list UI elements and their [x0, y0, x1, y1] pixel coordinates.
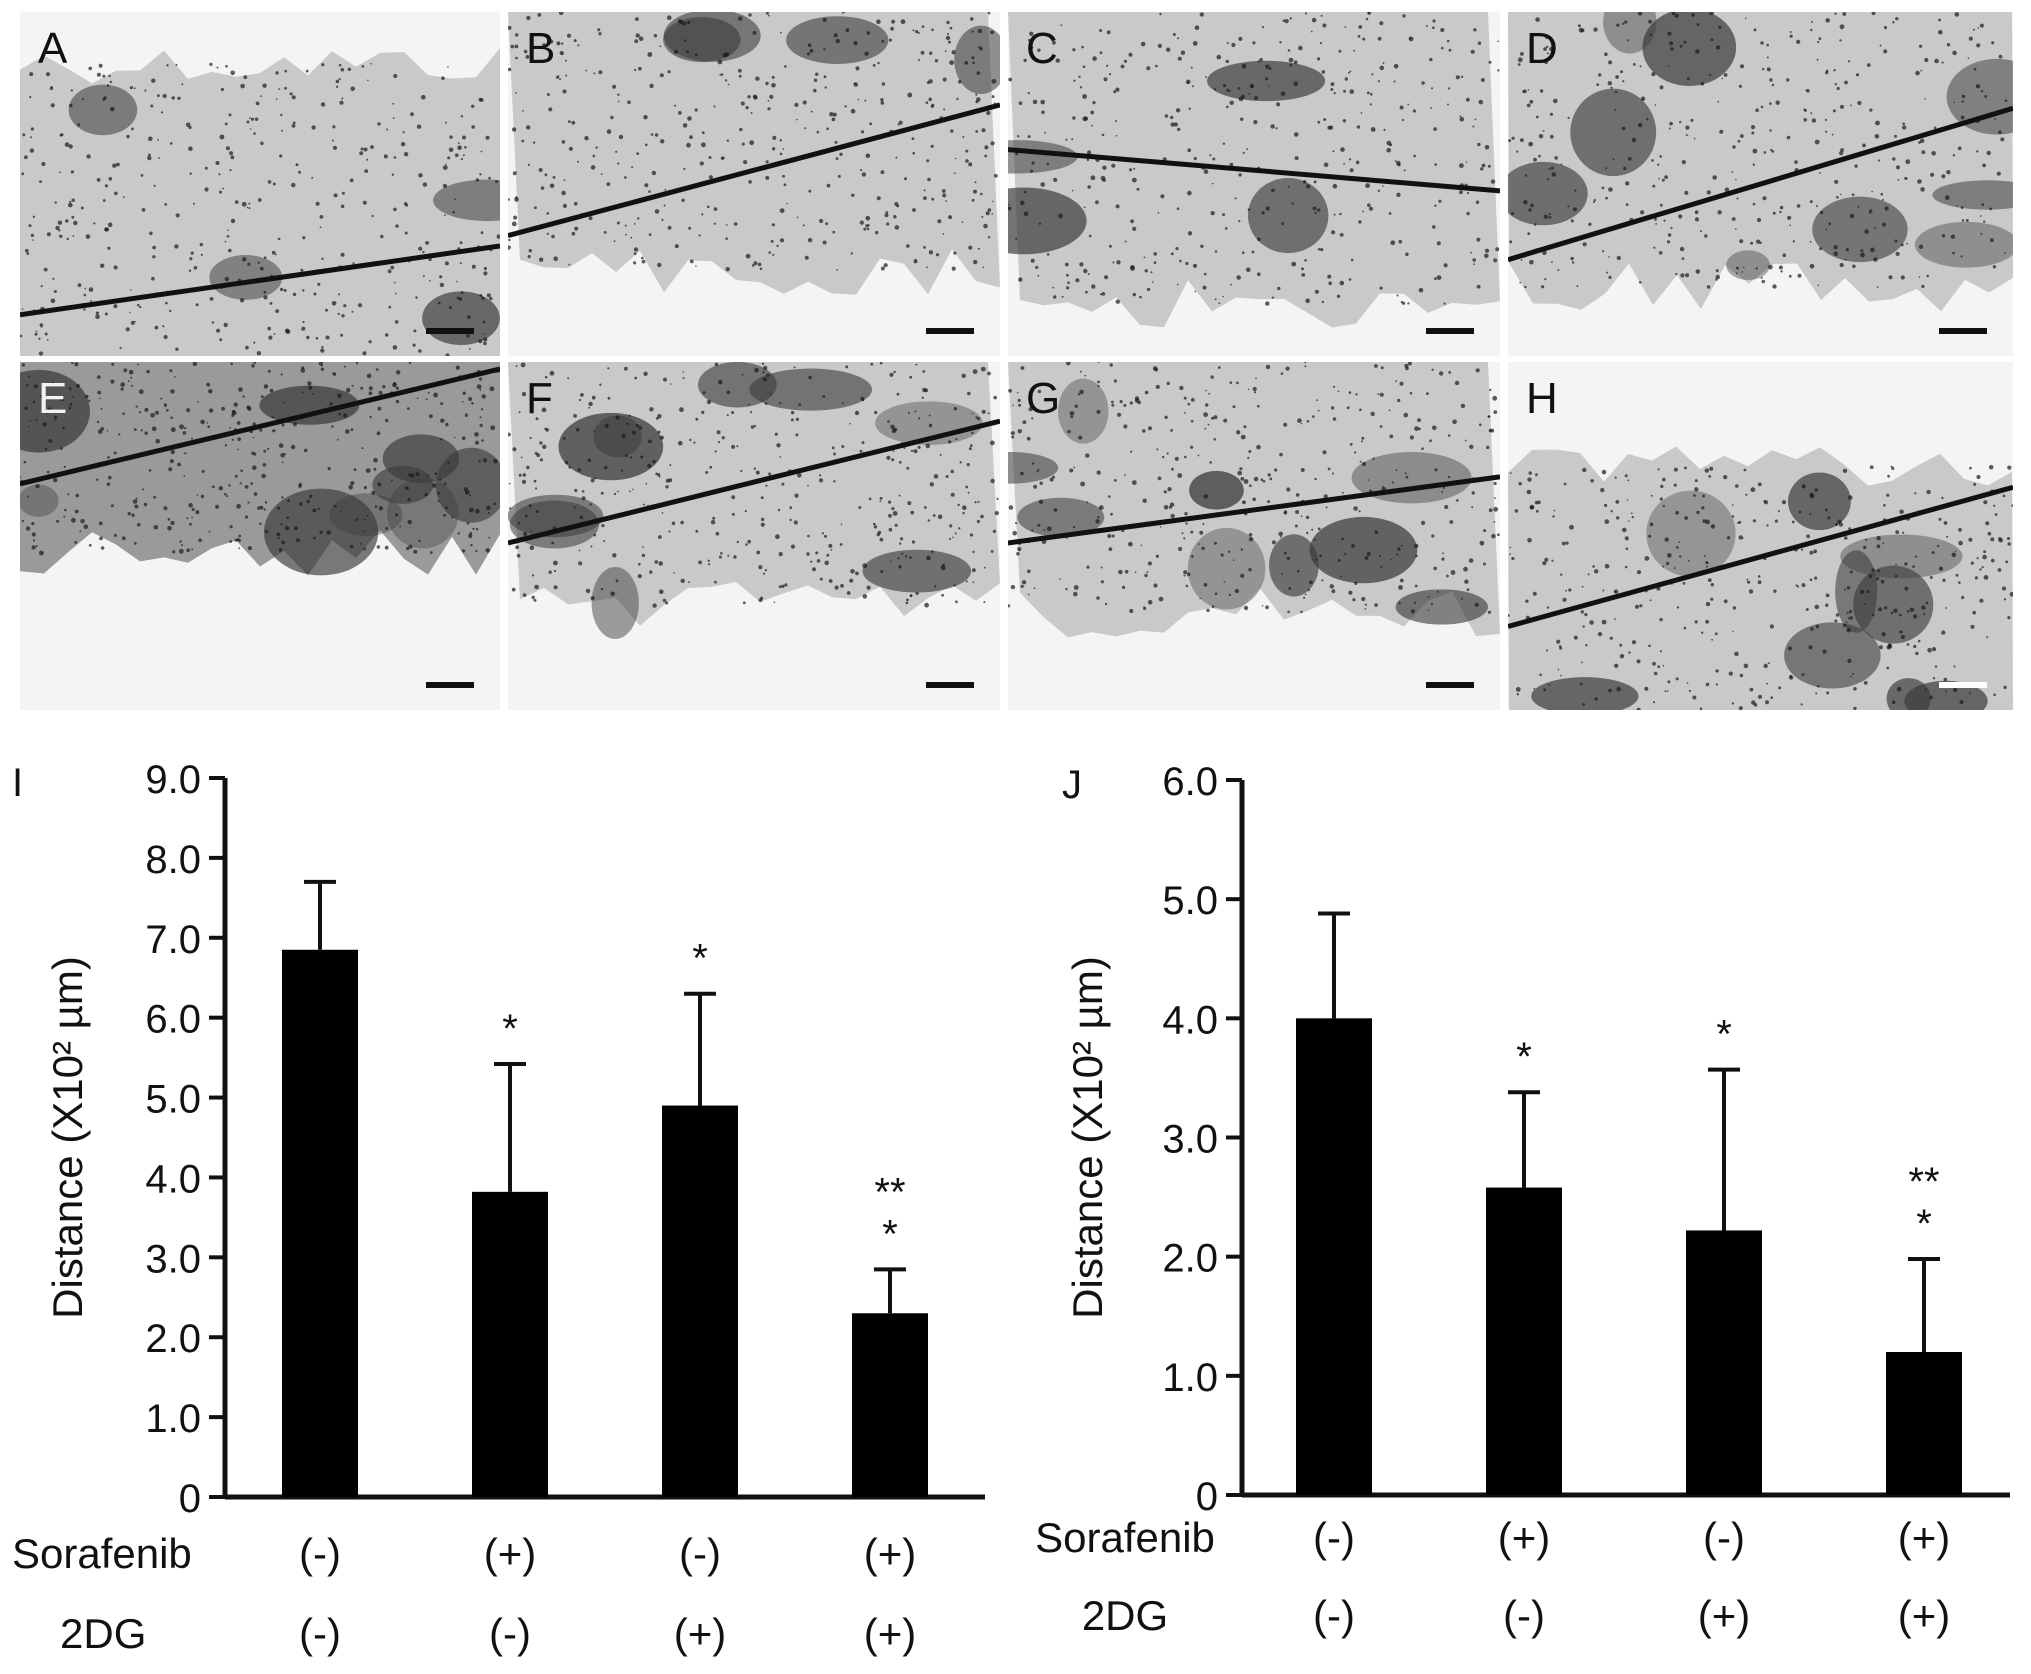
panel-label: C: [1026, 24, 1058, 73]
factor-level: (+): [1898, 1592, 1951, 1639]
micrograph-texture: [1508, 12, 2013, 334]
bar: [472, 1191, 548, 1497]
panel-label: H: [1526, 374, 1558, 423]
y-tick-label: 9.0: [145, 758, 201, 802]
y-tick-label: 2.0: [145, 1317, 201, 1361]
bar: [1686, 1230, 1762, 1495]
significance-marker: *: [1916, 1202, 1932, 1246]
bar: [282, 949, 358, 1497]
micrograph-panel-a: A: [20, 12, 500, 356]
panel-label: E: [38, 374, 68, 423]
bar: [1486, 1187, 1562, 1495]
significance-marker: *: [1516, 1035, 1532, 1079]
factor-level: (-): [489, 1610, 531, 1657]
y-tick-label: 6.0: [145, 998, 201, 1042]
factor-name: 2DG: [1082, 1592, 1168, 1639]
micrograph-panel-e: E: [20, 362, 500, 710]
micrograph-texture: [1508, 446, 2013, 710]
micrograph-panel-f: F: [508, 362, 1000, 710]
factor-level: (+): [1898, 1514, 1951, 1561]
factor-name: 2DG: [60, 1610, 146, 1657]
micrograph-panel-d: D: [1508, 12, 2013, 356]
chart-panel-label: J: [1062, 763, 1082, 807]
factor-name: Sorafenib: [12, 1530, 192, 1577]
y-tick-label: 4.0: [1162, 998, 1218, 1042]
panel-label: D: [1526, 24, 1558, 73]
bar: [1296, 1018, 1372, 1495]
bar: [1886, 1352, 1962, 1495]
chart-i: I 0 1.0 2.0 3.0 4.0 5.0 6.0 7.0 8.0 9.0 Distance (X…: [12, 758, 985, 1657]
factor-level: (-): [299, 1610, 341, 1657]
factor-level: (+): [1498, 1514, 1551, 1561]
y-tick-label: 3.0: [1162, 1118, 1218, 1162]
factor-level: (-): [679, 1530, 721, 1577]
factor-level: (-): [1313, 1514, 1355, 1561]
y-tick-label: 2.0: [1162, 1237, 1218, 1281]
micrograph-texture: [508, 362, 1000, 688]
micrograph-panel-b: B: [508, 12, 1000, 356]
y-tick-label: 5.0: [145, 1078, 201, 1122]
micrograph-texture: [20, 48, 500, 356]
bar: [662, 1105, 738, 1497]
significance-marker: *: [692, 937, 708, 981]
factor-level: (+): [1698, 1592, 1751, 1639]
y-tick-label: 7.0: [145, 918, 201, 962]
micrograph-texture: [1008, 362, 1500, 688]
panel-label: B: [526, 24, 556, 73]
factor-level: (+): [674, 1610, 727, 1657]
micrograph-panel-g: G: [1008, 362, 1500, 710]
bar: [852, 1313, 928, 1497]
y-tick-label: 3.0: [145, 1237, 201, 1281]
micrograph-panel-h: H: [1508, 362, 2013, 710]
micrograph-texture: [1008, 12, 1500, 334]
micrograph-grid: A B C D E F G H: [0, 0, 2031, 720]
factor-level: (+): [864, 1530, 917, 1577]
y-tick-label: 8.0: [145, 838, 201, 882]
panel-label: G: [1026, 374, 1061, 423]
micrograph-panel-c: C: [1008, 12, 1500, 356]
panel-label: A: [38, 24, 68, 73]
factor-level: (+): [864, 1610, 917, 1657]
y-tick-label: 6.0: [1162, 760, 1218, 804]
significance-marker: *: [502, 1007, 518, 1051]
y-tick-label: 1.0: [145, 1397, 201, 1441]
bar-charts: I 0 1.0 2.0 3.0 4.0 5.0 6.0 7.0 8.0 9.0 Distance (X…: [12, 758, 2010, 1657]
factor-level: (-): [299, 1530, 341, 1577]
y-axis-label: Distance (X10² µm): [1064, 956, 1111, 1319]
y-tick-label: 1.0: [1162, 1356, 1218, 1400]
y-tick-label: 0: [179, 1477, 201, 1521]
factor-level: (-): [1313, 1592, 1355, 1639]
y-axis-label: Distance (X10² µm): [44, 956, 91, 1319]
micrograph-texture: [508, 12, 1000, 334]
chart-panel-label: I: [12, 761, 23, 805]
factor-name: Sorafenib: [1035, 1514, 1215, 1561]
panel-label: F: [526, 374, 553, 423]
y-tick-label: 4.0: [145, 1157, 201, 1201]
y-tick-label: 0: [1196, 1475, 1218, 1519]
micrograph-texture: [20, 362, 500, 688]
factor-level: (-): [1503, 1592, 1545, 1639]
significance-marker: *: [882, 1212, 898, 1256]
factor-level: (-): [1703, 1514, 1745, 1561]
significance-marker: **: [874, 1170, 905, 1214]
significance-marker: **: [1908, 1160, 1939, 1204]
factor-level: (+): [484, 1530, 537, 1577]
y-tick-label: 5.0: [1162, 879, 1218, 923]
significance-marker: *: [1716, 1013, 1732, 1057]
